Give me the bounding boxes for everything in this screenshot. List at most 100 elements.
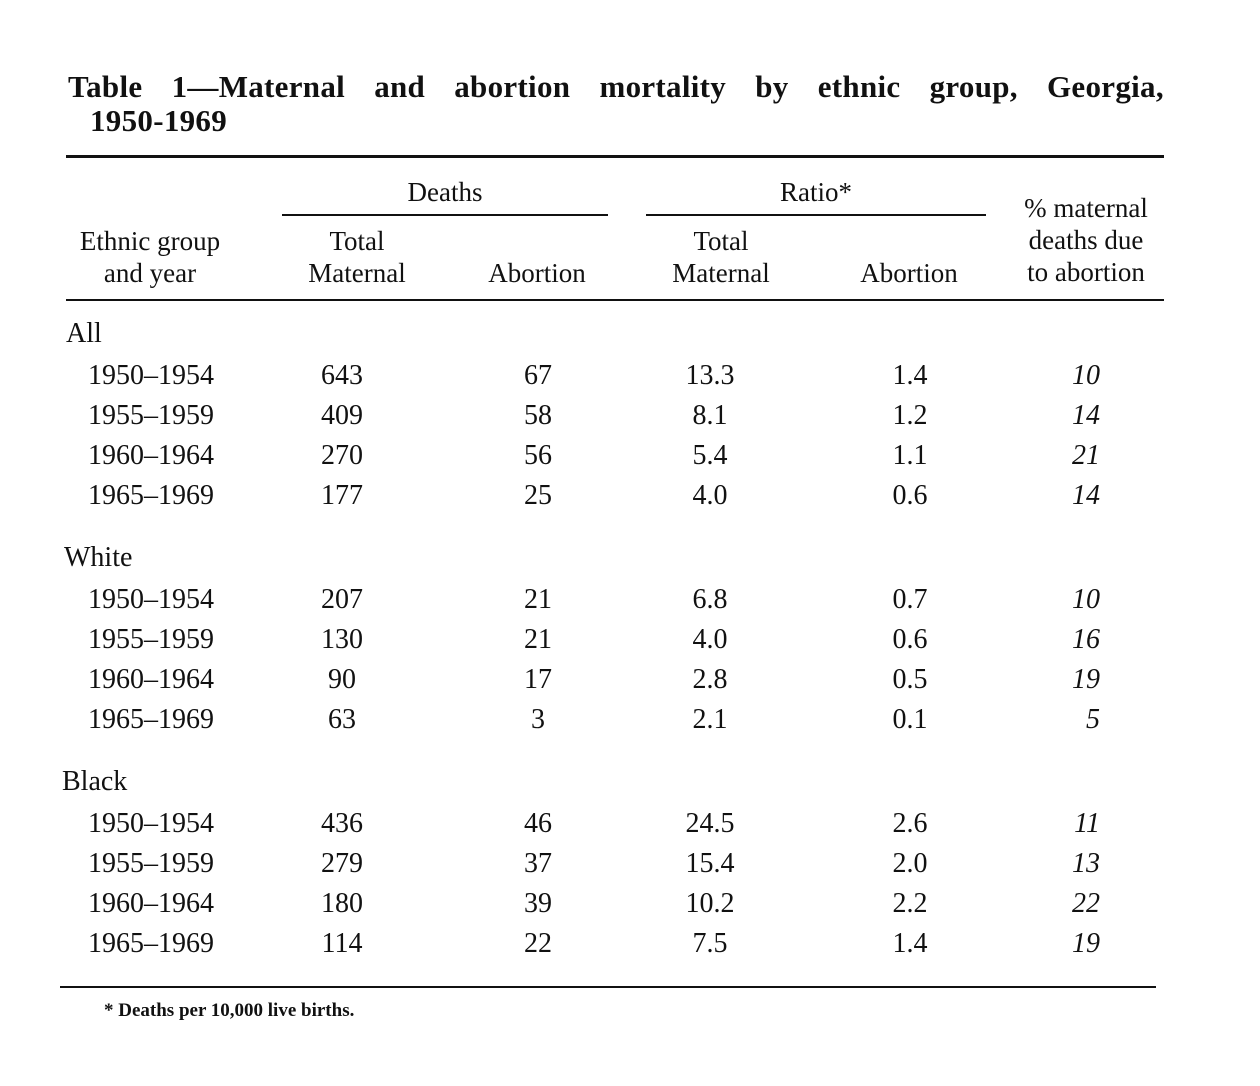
ratio-total-cell: 10.2 xyxy=(685,888,735,919)
title-word: group, xyxy=(929,69,1018,104)
year-cell: 1965–1969 xyxy=(88,704,214,735)
year-cell: 1950–1954 xyxy=(88,808,214,839)
deaths-abortion-header: Abortion xyxy=(488,258,586,288)
ratio-total-cell: 4.0 xyxy=(692,624,728,655)
table-row: 1950–1954 643 67 13.3 1.4 10 xyxy=(0,360,1260,400)
ratio-total-cell: 13.3 xyxy=(685,360,735,391)
ratio-total-cell: 6.8 xyxy=(692,584,728,615)
ratio-total-cell: 5.4 xyxy=(692,440,728,471)
group-label-all: All xyxy=(66,318,102,349)
abortion-cell: 46 xyxy=(524,808,552,839)
table-row: 1960–1964 270 56 5.4 1.1 21 xyxy=(0,440,1260,480)
title-line-2: 1950-1969 xyxy=(90,103,228,138)
abortion-cell: 39 xyxy=(524,888,552,919)
title-word: 1—Maternal xyxy=(171,69,346,104)
header-rule xyxy=(66,299,1164,301)
header-line: to abortion xyxy=(1027,257,1145,287)
ratio-group-header: Ratio* xyxy=(780,177,852,207)
pct-cell: 10 xyxy=(1072,584,1100,615)
title-word: ethnic xyxy=(817,69,901,104)
pct-cell: 19 xyxy=(1072,664,1100,695)
ratio-abortion-cell: 1.4 xyxy=(892,360,928,391)
ratio-total-header: Total Maternal xyxy=(646,225,796,289)
header-line: Maternal xyxy=(672,258,770,288)
total-maternal-cell: 279 xyxy=(321,848,363,879)
table-row: 1950–1954 436 46 24.5 2.6 11 xyxy=(0,808,1260,848)
header-line: % maternal xyxy=(1024,193,1148,223)
ethnic-header-line: Ethnic group xyxy=(79,226,221,256)
year-cell: 1960–1964 xyxy=(88,888,214,919)
ratio-abortion-cell: 0.7 xyxy=(892,584,928,615)
ratio-total-cell: 2.1 xyxy=(692,704,728,735)
table-row: 1960–1964 180 39 10.2 2.2 22 xyxy=(0,888,1260,928)
table-row: 1955–1959 130 21 4.0 0.6 16 xyxy=(0,624,1260,664)
group-label-black: Black xyxy=(62,766,128,797)
pct-cell: 14 xyxy=(1072,400,1100,431)
table-row: 1955–1959 279 37 15.4 2.0 13 xyxy=(0,848,1260,888)
table-row: 1960–1964 90 17 2.8 0.5 19 xyxy=(0,664,1260,704)
pct-cell: 21 xyxy=(1072,440,1100,471)
abortion-cell: 3 xyxy=(531,704,545,735)
title-word: and xyxy=(374,69,426,104)
ratio-abortion-header: Abortion xyxy=(860,258,958,288)
ratio-total-cell: 8.1 xyxy=(692,400,728,431)
pct-cell: 14 xyxy=(1072,480,1100,511)
abortion-cell: 21 xyxy=(524,584,552,615)
total-maternal-cell: 130 xyxy=(321,624,363,655)
ratio-abortion-cell: 0.1 xyxy=(892,704,928,735)
total-maternal-cell: 177 xyxy=(321,480,363,511)
table-title: Table 1—Maternal and abortion mortality … xyxy=(68,70,1168,138)
year-cell: 1950–1954 xyxy=(88,360,214,391)
year-cell: 1965–1969 xyxy=(88,480,214,511)
total-maternal-cell: 436 xyxy=(321,808,363,839)
top-rule xyxy=(66,155,1164,158)
total-maternal-cell: 90 xyxy=(328,664,356,695)
ratio-group-rule xyxy=(646,214,986,216)
header-line: Total xyxy=(693,226,749,256)
ratio-total-cell: 15.4 xyxy=(685,848,735,879)
header-line: Total xyxy=(329,226,385,256)
title-word: Georgia, xyxy=(1047,69,1164,104)
title-word: Table xyxy=(68,69,143,104)
abortion-cell: 22 xyxy=(524,928,552,959)
pct-cell: 11 xyxy=(1074,808,1100,839)
ratio-abortion-cell: 2.0 xyxy=(892,848,928,879)
total-maternal-cell: 114 xyxy=(321,928,363,959)
total-maternal-cell: 180 xyxy=(321,888,363,919)
group-label-white: White xyxy=(64,542,133,573)
year-cell: 1950–1954 xyxy=(88,584,214,615)
title-line-1: Table 1—Maternal and abortion mortality … xyxy=(68,70,1164,104)
ratio-abortion-cell: 0.6 xyxy=(892,624,928,655)
total-maternal-cell: 270 xyxy=(321,440,363,471)
table-row: 1965–1969 63 3 2.1 0.1 5 xyxy=(0,704,1260,744)
year-cell: 1955–1959 xyxy=(88,624,214,655)
total-maternal-cell: 409 xyxy=(321,400,363,431)
table-row: 1955–1959 409 58 8.1 1.2 14 xyxy=(0,400,1260,440)
ratio-total-cell: 7.5 xyxy=(692,928,728,959)
title-word: mortality xyxy=(599,69,727,104)
abortion-cell: 56 xyxy=(524,440,552,471)
table-row: 1950–1954 207 21 6.8 0.7 10 xyxy=(0,584,1260,624)
table-row: 1965–1969 177 25 4.0 0.6 14 xyxy=(0,480,1260,520)
year-cell: 1965–1969 xyxy=(88,928,214,959)
year-cell: 1955–1959 xyxy=(88,400,214,431)
deaths-group-header: Deaths xyxy=(407,177,483,207)
year-cell: 1955–1959 xyxy=(88,848,214,879)
bottom-rule xyxy=(60,986,1156,988)
pct-cell: 13 xyxy=(1072,848,1100,879)
year-cell: 1960–1964 xyxy=(88,664,214,695)
ratio-abortion-cell: 2.6 xyxy=(892,808,928,839)
ratio-abortion-cell: 0.5 xyxy=(892,664,928,695)
header-line: deaths due xyxy=(1028,225,1144,255)
ethnic-header-line: and year xyxy=(103,258,197,288)
total-maternal-cell: 63 xyxy=(328,704,356,735)
pct-cell: 16 xyxy=(1072,624,1100,655)
ratio-total-cell: 4.0 xyxy=(692,480,728,511)
abortion-cell: 21 xyxy=(524,624,552,655)
ratio-abortion-cell: 1.4 xyxy=(892,928,928,959)
ratio-abortion-cell: 1.2 xyxy=(892,400,928,431)
total-maternal-cell: 643 xyxy=(321,360,363,391)
pct-cell: 5 xyxy=(1086,704,1100,735)
ratio-total-cell: 2.8 xyxy=(692,664,728,695)
total-maternal-cell: 207 xyxy=(321,584,363,615)
